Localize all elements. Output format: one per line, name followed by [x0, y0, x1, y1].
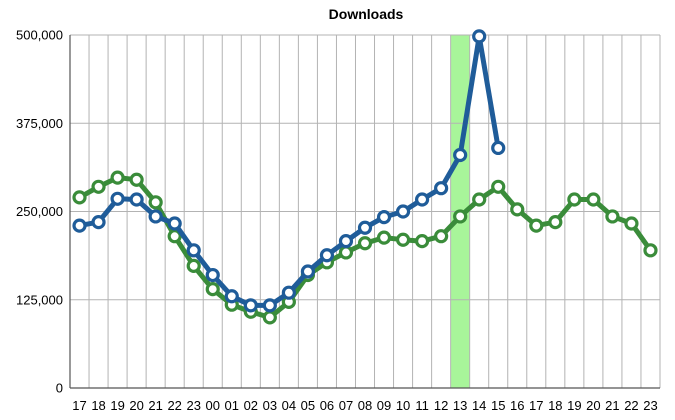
data-point	[148, 195, 163, 210]
data-point	[453, 147, 468, 163]
x-tick-label: 18	[548, 398, 562, 413]
x-tick-label: 02	[244, 398, 258, 413]
data-point	[357, 220, 373, 235]
y-tick-label: 375,000	[16, 116, 63, 131]
data-point	[414, 192, 430, 207]
data-point	[110, 191, 125, 206]
x-tick-label: 19	[110, 398, 124, 413]
data-point	[510, 202, 525, 217]
x-tick-label: 21	[605, 398, 619, 413]
y-tick-label: 250,000	[16, 204, 63, 219]
data-point	[491, 140, 506, 156]
y-tick-label: 125,000	[16, 292, 63, 307]
data-point	[319, 248, 335, 263]
x-tick-label: 16	[510, 398, 524, 413]
data-point	[434, 229, 449, 244]
x-tick-label: 06	[320, 398, 334, 413]
data-point	[72, 190, 87, 205]
x-tick-label: 13	[453, 398, 467, 413]
data-point	[72, 218, 87, 233]
data-point	[453, 209, 468, 224]
x-tick-label: 20	[129, 398, 143, 413]
data-point	[110, 170, 125, 185]
x-tick-label: 01	[225, 398, 239, 413]
data-point	[338, 234, 354, 249]
data-point	[148, 209, 163, 224]
data-point	[167, 216, 182, 231]
chart-title: Downloads	[329, 6, 404, 22]
x-tick-label: 04	[282, 398, 296, 413]
data-point	[472, 192, 487, 207]
x-tick-label: 10	[396, 398, 410, 413]
x-tick-label: 03	[263, 398, 277, 413]
x-tick-label: 23	[186, 398, 200, 413]
x-tick-label: 05	[301, 398, 315, 413]
x-tick-label: 22	[624, 398, 638, 413]
x-tick-label: 20	[586, 398, 600, 413]
data-point	[567, 192, 582, 207]
data-point	[395, 204, 411, 219]
data-point	[186, 243, 201, 258]
x-tick-label: 14	[472, 398, 486, 413]
axis-layer	[69, 35, 660, 389]
data-point	[186, 258, 201, 273]
data-point	[91, 179, 106, 194]
series-2	[72, 29, 506, 313]
label-layer: 0 125,000 250,000 375,000 500,000 17 18 19 20 21 2…	[16, 28, 658, 414]
x-tick-label: 17	[72, 398, 86, 413]
series-layer	[72, 29, 658, 325]
x-tick-label: 08	[358, 398, 372, 413]
data-point	[643, 243, 658, 258]
x-tick-label: 23	[643, 398, 657, 413]
data-point	[91, 214, 106, 230]
data-point	[586, 192, 601, 207]
data-point	[624, 216, 639, 231]
data-point	[129, 172, 144, 187]
data-point	[243, 298, 258, 313]
x-tick-label: 00	[206, 398, 220, 413]
data-point	[491, 179, 506, 194]
x-tick-label: 21	[148, 398, 162, 413]
data-point	[357, 236, 373, 251]
data-point	[434, 181, 449, 196]
data-point	[262, 298, 277, 313]
data-point	[472, 29, 487, 44]
x-tick-label: 11	[415, 398, 429, 413]
data-point	[262, 310, 277, 325]
data-point	[167, 229, 182, 244]
data-point	[395, 232, 411, 247]
x-tick-label: 12	[434, 398, 448, 413]
x-tick-label: 17	[529, 398, 543, 413]
data-point	[414, 234, 430, 249]
y-tick-label: 0	[56, 381, 63, 396]
x-tick-label: 15	[491, 398, 505, 413]
x-tick-label: 19	[567, 398, 581, 413]
x-tick-label: 22	[167, 398, 181, 413]
x-tick-label: 18	[91, 398, 105, 413]
data-point	[548, 214, 563, 230]
x-tick-label: 09	[377, 398, 391, 413]
data-point	[529, 218, 544, 233]
data-point	[205, 282, 220, 297]
data-point	[338, 245, 354, 260]
y-tick-label: 500,000	[16, 28, 63, 43]
data-point	[605, 209, 620, 224]
data-point	[376, 230, 392, 245]
data-point	[281, 285, 296, 300]
data-point	[205, 267, 220, 283]
x-tick-label: 07	[339, 398, 353, 413]
data-point	[224, 289, 239, 304]
data-point	[300, 264, 316, 279]
data-point	[376, 210, 392, 225]
data-point	[129, 192, 144, 207]
